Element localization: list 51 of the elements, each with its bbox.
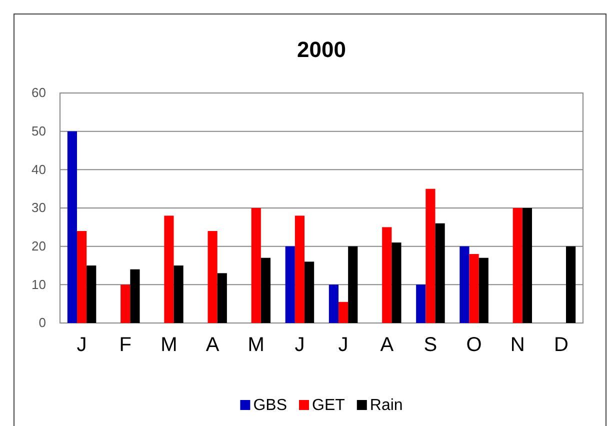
bar [435,223,445,323]
bar [120,284,130,323]
bar [67,131,77,323]
bar [130,269,140,323]
y-tick-label: 20 [32,238,46,254]
x-tick-label: M [160,334,178,356]
x-tick-label: A [380,334,394,356]
bar [251,208,261,323]
bar [416,284,426,323]
bar [348,246,358,323]
y-tick-label: 30 [32,200,46,216]
x-tick-label: J [76,334,87,356]
bar [174,266,184,323]
bar [460,246,470,323]
y-tick-label: 10 [32,276,46,292]
bar [86,266,96,323]
y-tick-label: 50 [32,123,46,138]
bar [285,246,295,323]
x-tick-label: O [466,334,482,356]
chart-title: 2000 [297,37,346,62]
bar [522,208,532,323]
bar [392,242,402,323]
x-tick-label: M [248,334,264,356]
x-tick-label: D [554,334,568,356]
bar [328,284,338,323]
bar [260,258,271,323]
x-tick-label: J [294,334,305,356]
x-tick-label: A [206,334,220,356]
y-tick-label: 0 [38,315,46,330]
bar [566,246,576,323]
legend-label: GET [312,397,346,414]
x-tick-label: J [338,334,348,356]
bar [478,258,488,323]
y-tick-label: 40 [32,162,46,177]
bar [217,273,227,323]
x-tick-label: S [424,334,438,356]
bar [164,216,174,323]
bar [208,231,218,323]
bar [304,262,314,323]
bar [382,227,392,323]
bar [294,216,304,323]
x-tick-label: F [119,334,132,356]
y-tick-label: 60 [32,85,46,100]
legend-label: GBS [253,397,287,414]
bar [77,231,87,323]
bar [512,208,522,323]
bar [469,254,479,323]
bar [426,188,436,323]
x-tick-label: N [510,334,525,356]
legend-label: Rain [370,397,403,414]
bar [338,302,348,323]
